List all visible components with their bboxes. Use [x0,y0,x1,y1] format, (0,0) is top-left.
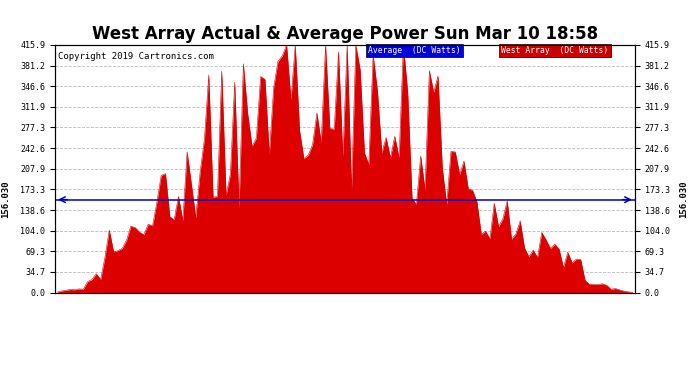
Text: Copyright 2019 Cartronics.com: Copyright 2019 Cartronics.com [58,53,214,62]
Text: 156.030: 156.030 [1,181,10,219]
Title: West Array Actual & Average Power Sun Mar 10 18:58: West Array Actual & Average Power Sun Ma… [92,26,598,44]
Text: 156.030: 156.030 [680,181,689,219]
Text: Average  (DC Watts): Average (DC Watts) [368,46,461,55]
Text: West Array  (DC Watts): West Array (DC Watts) [502,46,609,55]
